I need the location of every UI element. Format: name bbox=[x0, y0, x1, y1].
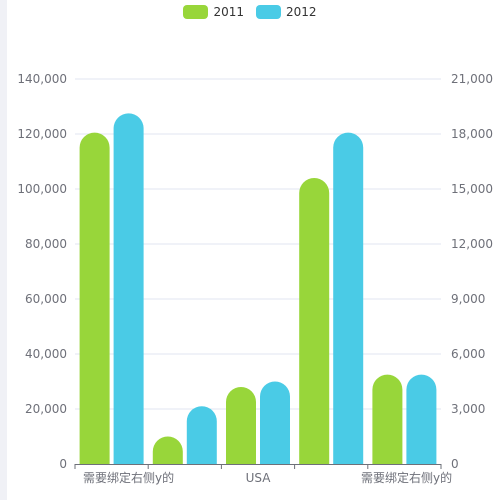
x-axis-category-label: 需要绑定右侧y的 bbox=[83, 470, 174, 485]
legend-swatch-2012 bbox=[256, 5, 281, 19]
bar-2012-0 bbox=[113, 113, 144, 464]
left-axis-tick-label: 140,000 bbox=[17, 72, 67, 86]
legend-label-2012: 2012 bbox=[286, 5, 317, 19]
right-axis-tick-label: 12,000 bbox=[451, 237, 493, 251]
right-axis-tick-label: 6,000 bbox=[451, 347, 485, 361]
right-axis-tick-label: 9,000 bbox=[451, 292, 485, 306]
bar-2012-2 bbox=[260, 381, 290, 464]
left-axis-tick-label: 60,000 bbox=[25, 292, 67, 306]
legend-item-2011[interactable]: 2011 bbox=[183, 5, 244, 19]
page-edge-strip bbox=[0, 0, 7, 500]
bar-2012-1 bbox=[186, 406, 217, 464]
right-axis-tick-label: 18,000 bbox=[451, 127, 493, 141]
bar-2011-1 bbox=[152, 436, 183, 464]
left-axis-tick-label: 20,000 bbox=[25, 402, 67, 416]
legend-item-2012[interactable]: 2012 bbox=[256, 5, 317, 19]
bar-2011-0 bbox=[79, 132, 110, 464]
legend-swatch-2011 bbox=[183, 5, 209, 19]
right-axis-tick-label: 21,000 bbox=[451, 72, 493, 86]
left-axis-tick-label: 40,000 bbox=[25, 347, 67, 361]
right-axis-tick-label: 15,000 bbox=[451, 182, 493, 196]
legend-label-2011: 2011 bbox=[213, 5, 244, 19]
right-axis-tick-label: 0 bbox=[451, 457, 459, 471]
left-axis-tick-label: 120,000 bbox=[17, 127, 67, 141]
left-axis-tick-label: 100,000 bbox=[17, 182, 67, 196]
bar-2012-4 bbox=[406, 374, 437, 464]
left-axis-tick-label: 0 bbox=[59, 457, 67, 471]
bar-2011-4 bbox=[372, 374, 403, 464]
left-axis-tick-label: 80,000 bbox=[25, 237, 67, 251]
bar-2011-3 bbox=[299, 178, 330, 465]
chart-legend: 2011 2012 bbox=[0, 3, 500, 21]
bar-2011-2 bbox=[226, 387, 256, 464]
bar-2012-3 bbox=[333, 132, 364, 464]
x-axis-category-label: 需要绑定右侧y的 bbox=[361, 470, 452, 485]
right-axis-tick-label: 3,000 bbox=[451, 402, 485, 416]
x-axis-category-label: USA bbox=[246, 471, 272, 485]
